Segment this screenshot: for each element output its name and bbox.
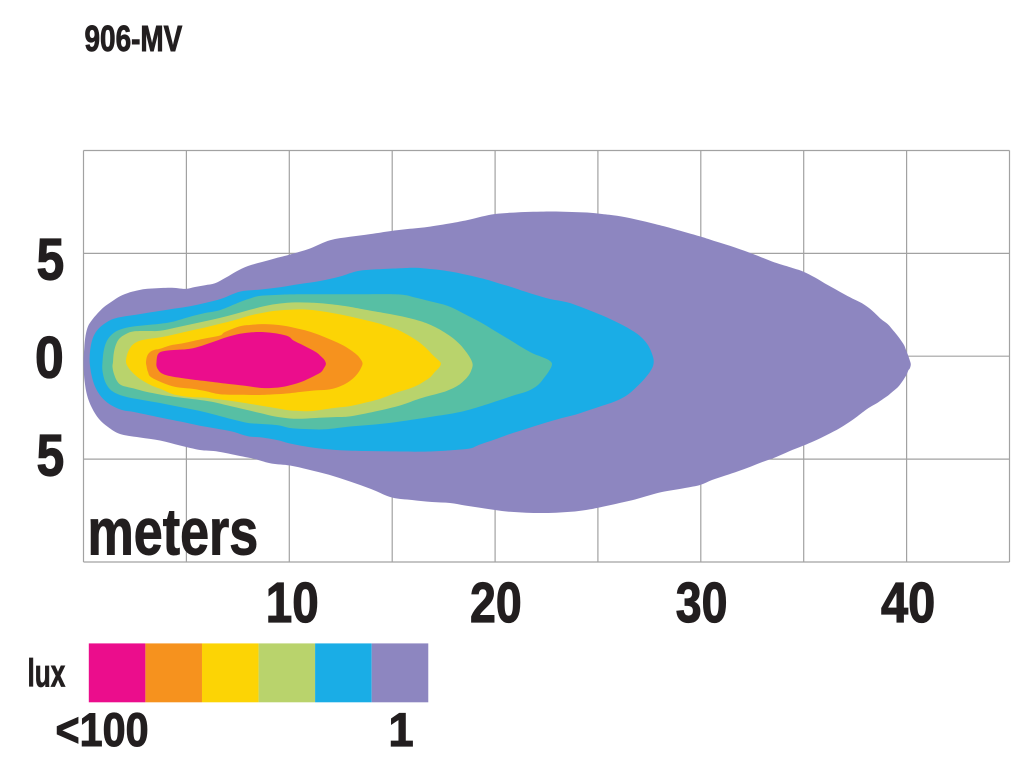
svg-text:20: 20 [470,571,522,634]
svg-text:5: 5 [37,227,65,293]
svg-text:meters: meters [88,495,259,569]
svg-text:10: 10 [266,572,319,635]
svg-text:0: 0 [35,324,64,390]
svg-text:1: 1 [389,703,414,756]
svg-text:40: 40 [881,572,935,635]
svg-text:906-MV: 906-MV [85,19,183,59]
svg-text:30: 30 [676,571,728,634]
svg-text:lux: lux [28,651,66,694]
svg-text:5: 5 [37,423,65,489]
svg-text:<100: <100 [56,704,149,756]
